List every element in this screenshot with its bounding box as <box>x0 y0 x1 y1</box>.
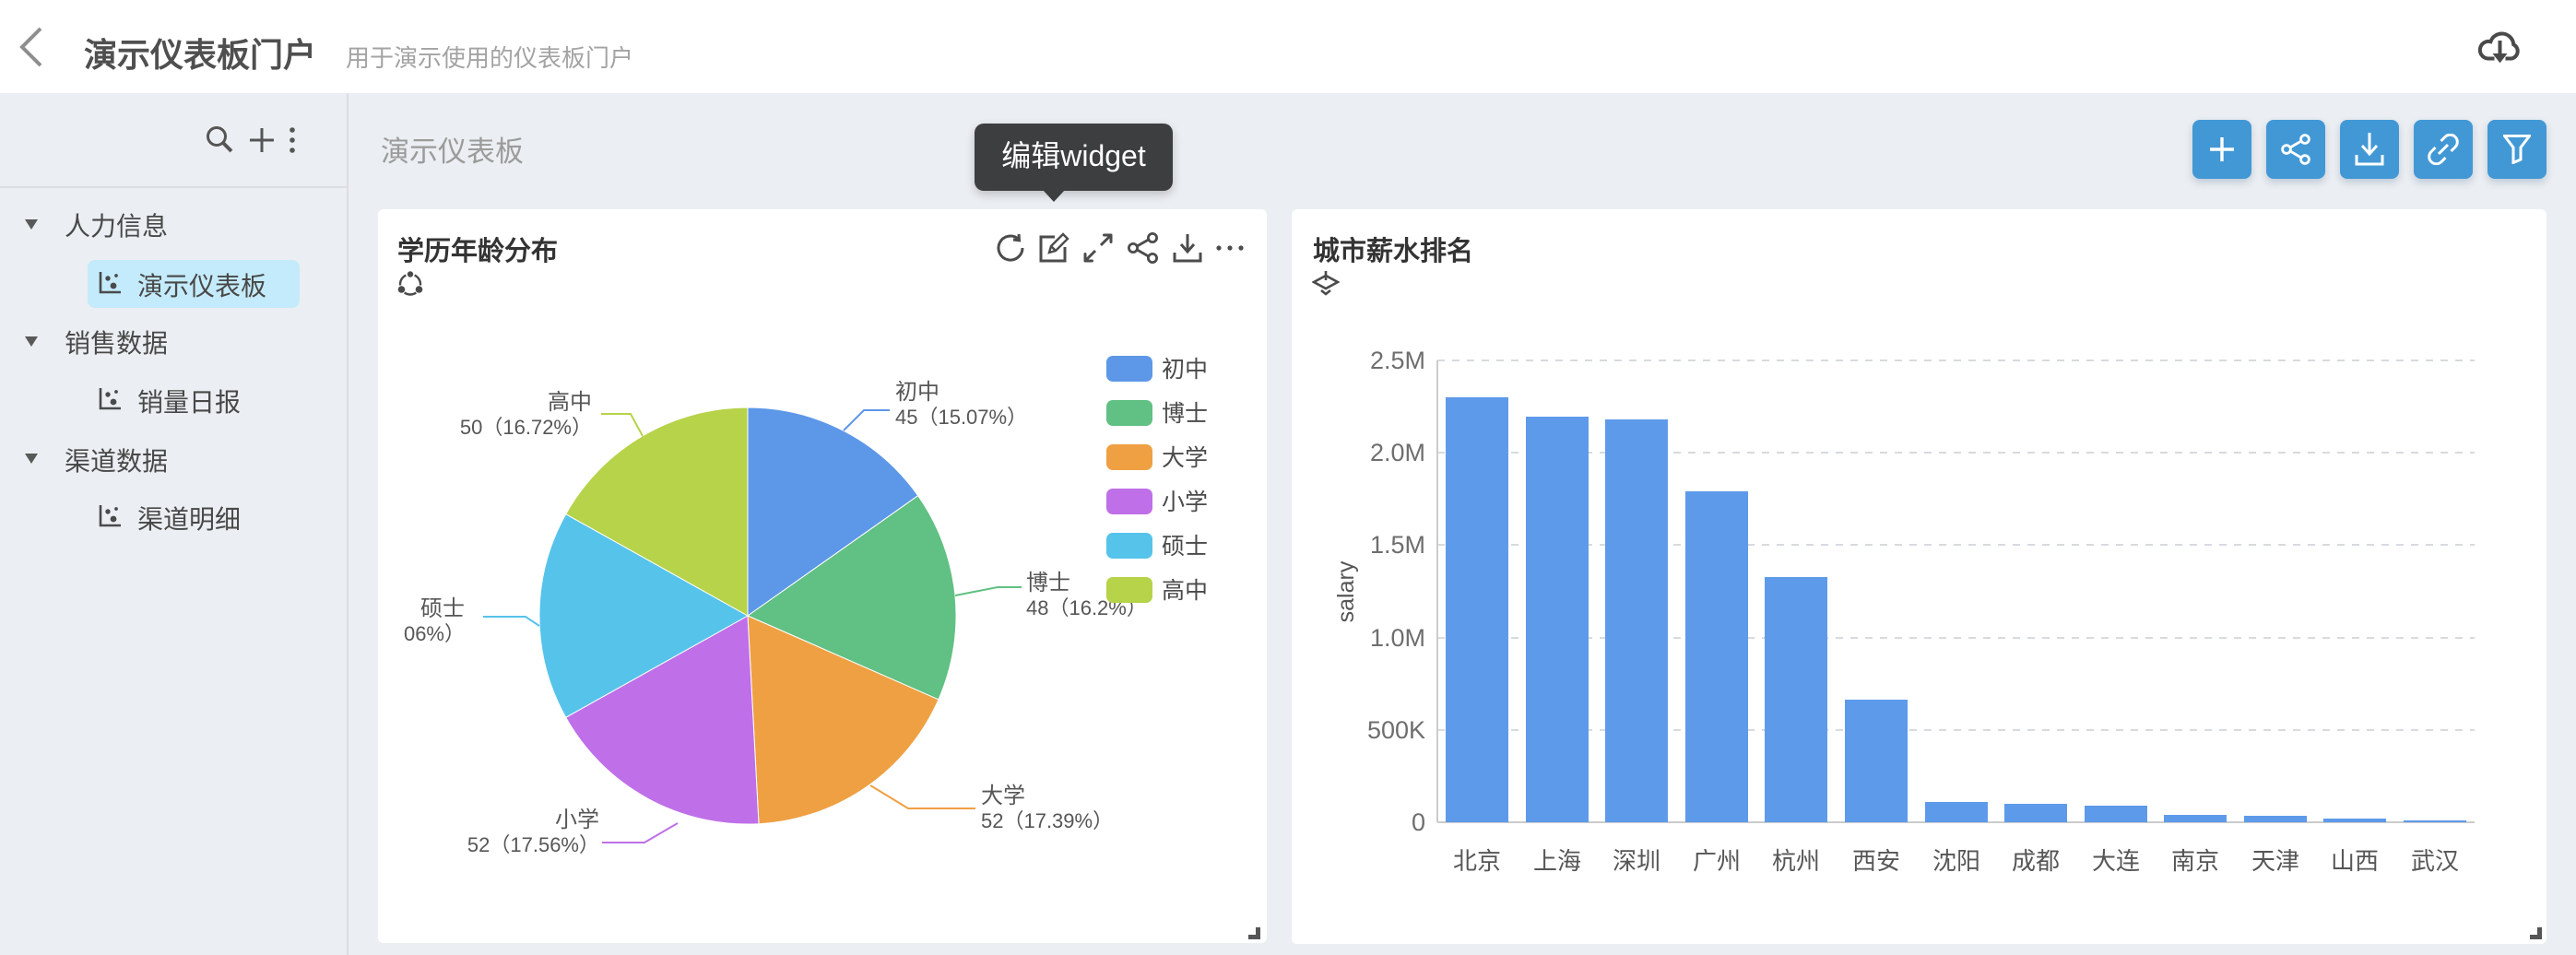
svg-text:1.5M: 1.5M <box>1370 531 1425 559</box>
svg-text:高中: 高中 <box>548 390 592 415</box>
svg-text:大学: 大学 <box>981 784 1025 808</box>
svg-text:salary: salary <box>1333 560 1359 622</box>
svg-text:初中: 初中 <box>895 380 939 405</box>
svg-text:52（17.56%）: 52（17.56%） <box>467 833 599 856</box>
svg-text:硕士: 硕士 <box>420 596 465 621</box>
svg-text:大学: 大学 <box>1162 445 1208 471</box>
svg-text:杭州: 杭州 <box>1772 847 1820 875</box>
svg-text:2.0M: 2.0M <box>1370 439 1425 466</box>
svg-text:博士: 博士 <box>1162 401 1208 427</box>
svg-text:小学: 小学 <box>555 808 599 832</box>
svg-text:博士: 博士 <box>1026 571 1070 595</box>
svg-text:50（16.72%）: 50（16.72%） <box>460 416 592 439</box>
svg-text:武汉: 武汉 <box>2411 847 2459 875</box>
svg-text:硕士: 硕士 <box>1162 534 1208 560</box>
svg-text:南京: 南京 <box>2171 847 2219 875</box>
svg-text:广州: 广州 <box>1693 847 1741 875</box>
svg-text:500K: 500K <box>1367 716 1425 744</box>
svg-text:45（15.07%）: 45（15.07%） <box>895 406 1027 429</box>
svg-text:深圳: 深圳 <box>1613 847 1660 875</box>
svg-text:52（17.39%）: 52（17.39%） <box>981 809 1113 832</box>
svg-text:高中: 高中 <box>1162 578 1208 604</box>
svg-text:上海: 上海 <box>1533 847 1581 875</box>
svg-text:西安: 西安 <box>1852 847 1900 875</box>
svg-text:沈阳: 沈阳 <box>1932 847 1980 875</box>
svg-text:北京: 北京 <box>1453 847 1501 875</box>
svg-text:成都: 成都 <box>2012 847 2060 875</box>
svg-text:2.5M: 2.5M <box>1370 347 1425 374</box>
svg-text:1.0M: 1.0M <box>1370 624 1425 652</box>
svg-text:天津: 天津 <box>2251 847 2299 875</box>
svg-text:山西: 山西 <box>2331 847 2379 875</box>
svg-text:大连: 大连 <box>2092 847 2140 875</box>
svg-text:0: 0 <box>1412 808 1425 836</box>
svg-text:小学: 小学 <box>1162 489 1208 515</box>
svg-text:初中: 初中 <box>1162 357 1208 383</box>
